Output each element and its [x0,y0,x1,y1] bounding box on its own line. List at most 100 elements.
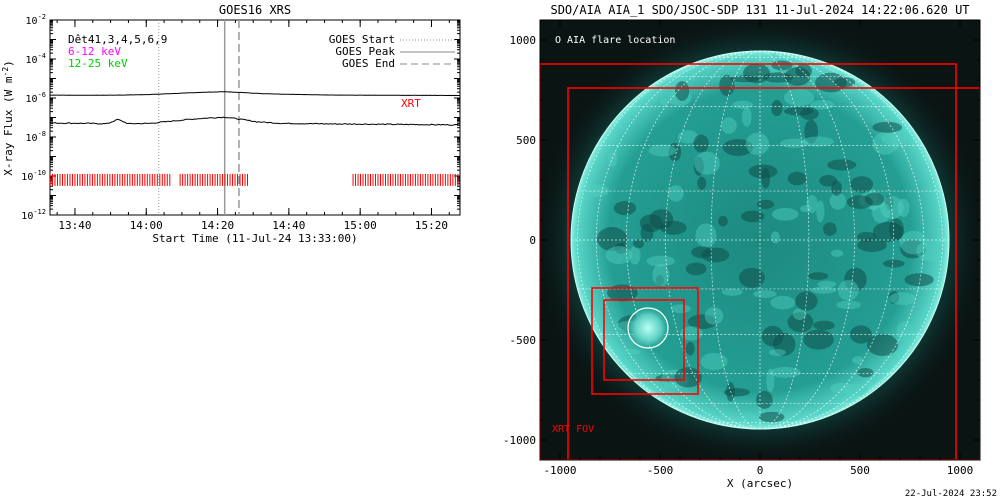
dark-region [693,156,704,176]
dark-region [674,81,690,101]
dark-region [815,72,847,93]
limb-line [570,50,950,430]
x-tick-label: -500 [647,464,674,477]
bright-region [721,117,737,134]
goes-y-axis: 10-12 10-10 10-8 10-6 10-4 10-2 [21,13,460,222]
bright-region [704,307,724,325]
longitude-line [710,50,761,430]
longitude-line [577,50,761,430]
dark-region [787,312,814,333]
y-tick-label: 0 [529,234,536,247]
dark-region [738,267,765,288]
longitude-line [759,50,943,430]
bright-region [753,290,777,298]
bright-region [830,249,844,257]
xrt-fov-box [567,87,980,460]
bright-region [896,321,915,342]
longitude-line [759,50,855,430]
bright-region [838,279,859,301]
bright-region [771,207,799,221]
x-tick-label: 15:20 [415,219,448,232]
bright-region [766,368,775,393]
bright-region [891,126,901,151]
dark-region [668,142,682,162]
dark-region [685,262,707,276]
x-tick-label: 14:00 [130,219,163,232]
bright-region [783,89,815,107]
bright-region [900,230,928,255]
bright-region [646,255,676,267]
goes-series-short [50,116,460,126]
dark-region [831,180,842,196]
x-tick-label: -1000 [543,464,576,477]
xrt-fov-box [591,287,699,395]
bright-region [667,185,684,202]
dark-region [787,171,807,186]
aia-x-label: X (arcsec) [727,477,793,490]
heliographic-grid [570,50,950,430]
dark-region [771,100,783,117]
dark-region [685,341,695,356]
aia-axes: -1000 -500 0 500 1000 -1000 -500 0 500 1000 [503,19,981,477]
bright-region [872,201,891,224]
legend-detectors: Dêt41,3,4,5,6,9 [68,33,167,46]
dark-region [827,159,857,171]
flare-brightening [626,306,670,350]
y-tick-label: 10-10 [21,169,46,183]
xrt-coverage-bars [50,173,459,186]
dark-region [607,284,638,302]
bright-region [836,300,861,310]
dark-region [844,267,867,292]
bright-region [721,288,743,296]
dark-region [900,239,926,259]
goes-y-label: X-ray Flux (W m-2) [1,60,15,176]
dark-region [756,390,773,409]
longitude-line [759,50,810,430]
bright-region [829,192,847,210]
xrt-fov-box [540,63,957,460]
xrt-fov-box [603,299,685,381]
goes-x-label: Start Time (11-Jul-24 13:33:00) [152,232,357,245]
bright-region [732,100,754,109]
dark-region [674,367,702,388]
dark-region [850,176,874,193]
dark-region [872,121,903,133]
bright-region [660,98,669,106]
dark-region [808,272,829,281]
bright-region [581,184,610,198]
dark-region [888,291,900,305]
bright-region [608,150,618,167]
y-tick-label: 10-6 [26,91,46,105]
dark-region [719,74,735,97]
bright-region [842,383,868,397]
dark-region [639,214,663,233]
dark-region [718,215,728,227]
bright-region [770,231,780,244]
bright-region [806,194,818,214]
bright-region [880,195,904,220]
dark-region [823,222,837,236]
dark-region [884,195,894,211]
y-tick-label: -500 [510,334,537,347]
footer-timestamp: 22-Jul-2024 23:52 [905,489,997,499]
bright-region [810,286,837,294]
dark-region [813,320,835,331]
longitude-line [595,50,761,430]
dark-region [697,176,707,190]
y-tick-label: 10-12 [21,208,46,222]
dark-region [633,239,644,249]
aia-legend: O AIA flare location [555,35,675,46]
dark-region [857,367,874,378]
bright-region [743,412,757,423]
dark-region [857,231,877,242]
x-tick-label: 14:40 [272,219,305,232]
aia-title: SDO/AIA AIA_1 SDO/JSOC-SDP 131 11-Jul-20… [550,3,969,17]
legend-12-25kev: 12-25 keV [68,57,128,70]
dark-region [687,314,717,330]
dark-region [763,72,794,83]
x-tick-label: 500 [850,464,870,477]
bright-region [852,356,864,365]
bright-region [617,348,642,355]
dark-region [872,221,904,243]
